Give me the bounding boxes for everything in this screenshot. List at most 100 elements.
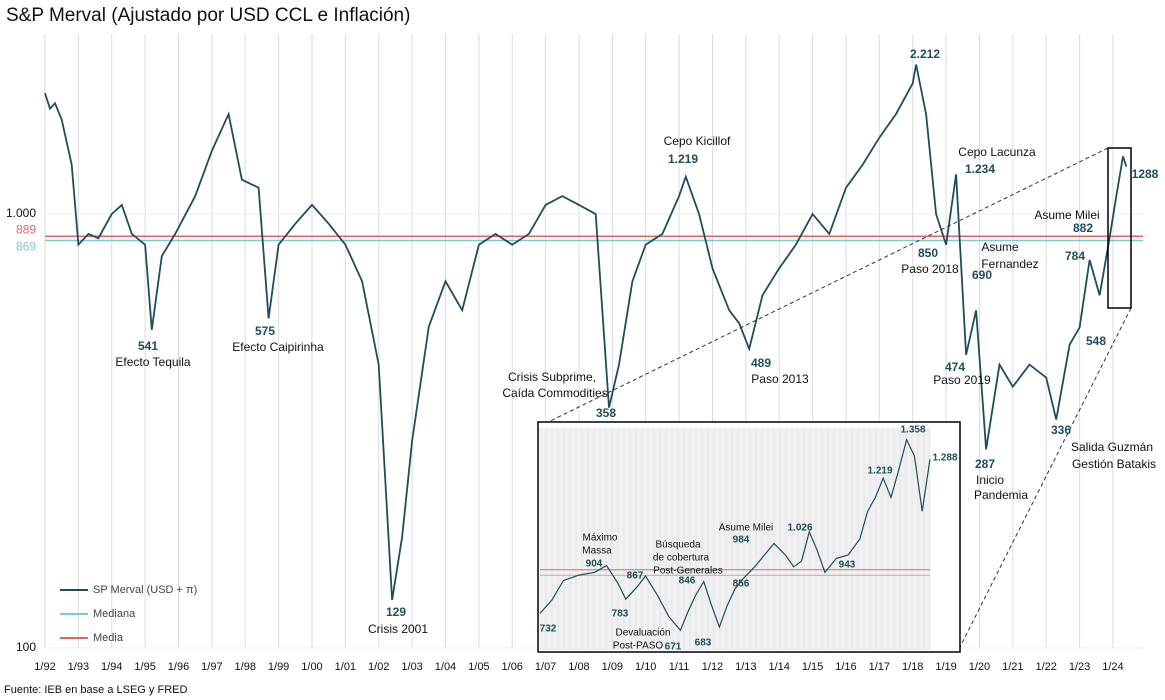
annotation: 882 bbox=[1073, 221, 1093, 235]
x-tick-label: 1/20 bbox=[969, 661, 990, 673]
x-tick-label: 1/17 bbox=[869, 661, 890, 673]
annotation: Pandemia bbox=[974, 488, 1028, 502]
x-tick-label: 1/13 bbox=[735, 661, 756, 673]
annotation: 1.234 bbox=[965, 162, 995, 176]
x-tick-label: 1/18 bbox=[902, 661, 923, 673]
x-tick-label: 1/24 bbox=[1102, 661, 1123, 673]
x-tick-label: 1/93 bbox=[68, 661, 89, 673]
inset-annotation: Massa bbox=[582, 546, 612, 557]
inset-annotation: Máximo bbox=[582, 533, 617, 544]
y-tick-label: 100 bbox=[16, 640, 36, 654]
inset-annotation: 671 bbox=[665, 642, 682, 653]
inset-annotation: de cobertura bbox=[653, 553, 710, 564]
annotation: Crisis Subprime, bbox=[508, 370, 596, 384]
annotation: Fernandez bbox=[981, 257, 1038, 271]
x-tick-label: 1/21 bbox=[1002, 661, 1023, 673]
x-tick-label: 1/16 bbox=[835, 661, 856, 673]
zoom-connector bbox=[537, 147, 1109, 428]
x-tick-label: 1/04 bbox=[435, 661, 456, 673]
inset-annotation: Búsqueda bbox=[655, 540, 700, 551]
annotation: 541 bbox=[138, 339, 158, 353]
annotation: Asume Milei bbox=[1034, 208, 1099, 222]
annotation: 1.219 bbox=[668, 152, 698, 166]
inset-annotation: 867 bbox=[627, 571, 644, 582]
x-tick-label: 1/02 bbox=[368, 661, 389, 673]
x-tick-label: 1/07 bbox=[535, 661, 556, 673]
inset-annotation: 1.026 bbox=[787, 523, 812, 534]
inset-annotation: 1.288 bbox=[932, 453, 957, 464]
inset-annotation: 1.219 bbox=[867, 466, 892, 477]
x-tick-label: 1/98 bbox=[235, 661, 256, 673]
x-tick-label: 1/08 bbox=[568, 661, 589, 673]
x-tick-label: 1/23 bbox=[1069, 661, 1090, 673]
inset-annotation: 846 bbox=[679, 576, 696, 587]
annotation: 358 bbox=[596, 406, 616, 420]
inset-plot-bg bbox=[540, 428, 930, 650]
inset-annotation: 943 bbox=[839, 560, 856, 571]
zoom-connector bbox=[959, 307, 1132, 648]
x-tick-label: 1/99 bbox=[268, 661, 289, 673]
annotation: 548 bbox=[1086, 334, 1106, 348]
annotation: Asume bbox=[981, 240, 1019, 254]
annotation: Gestión Batakis bbox=[1072, 457, 1156, 471]
annotation: Caída Commodities bbox=[502, 386, 607, 400]
x-tick-label: 1/92 bbox=[34, 661, 55, 673]
inset-annotation: 732 bbox=[540, 624, 557, 635]
x-tick-label: 1/15 bbox=[802, 661, 823, 673]
x-tick-label: 1/01 bbox=[335, 661, 356, 673]
annotation: Efecto Caipirinha bbox=[232, 340, 324, 354]
source: Fuente: IEB en base a LSEG y FRED bbox=[4, 684, 187, 696]
x-tick-label: 1/94 bbox=[101, 661, 122, 673]
annotation: 1288 bbox=[1132, 167, 1159, 181]
annotation: Cepo Kicillof bbox=[664, 134, 731, 148]
inset-annotation: 783 bbox=[612, 609, 629, 620]
series-line bbox=[539, 437, 931, 632]
x-tick-label: 1/14 bbox=[769, 661, 790, 673]
inset-annotation: 683 bbox=[695, 638, 712, 649]
inset-annotation: Post-Generales bbox=[653, 566, 722, 577]
inset-annotation: 1.358 bbox=[900, 425, 925, 436]
x-tick-label: 1/11 bbox=[669, 661, 690, 673]
reference-label: 889 bbox=[16, 222, 36, 236]
annotation: Crisis 2001 bbox=[368, 622, 428, 636]
annotation: 2.212 bbox=[910, 47, 940, 61]
annotation: 287 bbox=[975, 457, 995, 471]
annotation: 690 bbox=[972, 268, 992, 282]
inset-annotation: 984 bbox=[733, 535, 750, 546]
x-tick-label: 1/10 bbox=[635, 661, 656, 673]
legend-label: Media bbox=[93, 632, 124, 644]
x-tick-label: 1/96 bbox=[168, 661, 189, 673]
x-tick-label: 1/09 bbox=[602, 661, 623, 673]
annotation: Efecto Tequila bbox=[115, 355, 190, 369]
annotation: Paso 2018 bbox=[901, 262, 959, 276]
annotation: 575 bbox=[255, 324, 275, 338]
reference-label: 869 bbox=[16, 240, 36, 254]
x-tick-label: 1/12 bbox=[702, 661, 723, 673]
x-tick-label: 1/03 bbox=[401, 661, 422, 673]
inset-annotation: Post-PASO bbox=[613, 641, 664, 652]
annotation: 129 bbox=[386, 605, 406, 619]
legend-label: SP Merval (USD + π) bbox=[93, 584, 197, 596]
x-tick-label: 1/97 bbox=[201, 661, 222, 673]
annotation: Salida Guzmán bbox=[1071, 440, 1153, 454]
annotation: 474 bbox=[945, 360, 965, 374]
annotation: 784 bbox=[1065, 249, 1085, 263]
annotation: 489 bbox=[751, 356, 771, 370]
x-tick-label: 1/19 bbox=[935, 661, 956, 673]
annotation: Paso 2019 bbox=[933, 373, 991, 387]
annotation: Inicio bbox=[976, 473, 1004, 487]
series-line bbox=[44, 64, 1128, 601]
x-tick-label: 1/05 bbox=[468, 661, 489, 673]
x-tick-label: 1/95 bbox=[134, 661, 155, 673]
chart-title: S&P Merval (Ajustado por USD CCL e Infla… bbox=[6, 5, 410, 26]
y-tick-label: 1.000 bbox=[6, 206, 36, 220]
annotation: 850 bbox=[918, 246, 938, 260]
annotation: Cepo Lacunza bbox=[958, 145, 1036, 159]
x-tick-label: 1/00 bbox=[301, 661, 322, 673]
legend-label: Mediana bbox=[93, 608, 136, 620]
zoom-box bbox=[1107, 147, 1132, 309]
inset-annotation: 904 bbox=[586, 559, 603, 570]
inset-annotation: 856 bbox=[733, 579, 750, 590]
annotation: 336 bbox=[1051, 423, 1071, 437]
inset-annotation: Asume Milei bbox=[719, 523, 773, 534]
